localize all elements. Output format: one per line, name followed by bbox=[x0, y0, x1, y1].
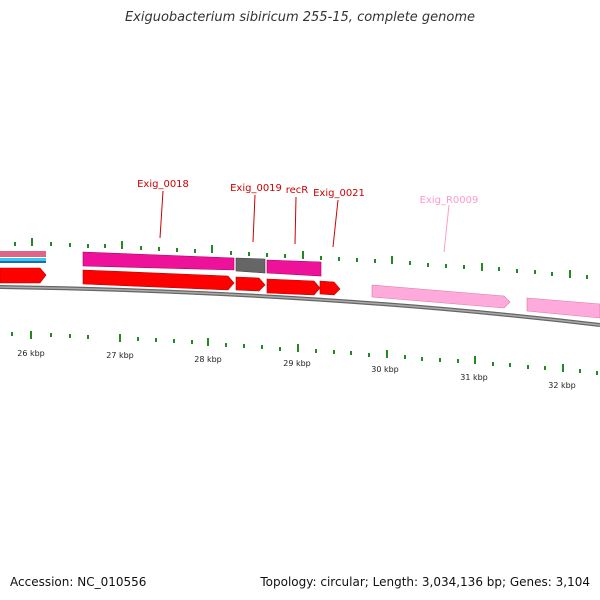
feature-block-cyan[interactable] bbox=[0, 258, 46, 261]
gene-exig-0018[interactable] bbox=[82, 251, 235, 271]
cds-arrow-left[interactable] bbox=[0, 267, 47, 284]
gene-exig-0019[interactable] bbox=[235, 257, 266, 274]
accession-text: Accession: NC_010556 bbox=[10, 575, 147, 589]
genome-info-text: Topology: circular; Length: 3,034,136 bp… bbox=[260, 575, 590, 589]
scale-label-32kbp: 32 kbp bbox=[548, 381, 576, 390]
label-exig-0021[interactable]: Exig_0021 bbox=[313, 188, 365, 199]
scale-label-29kbp: 29 kbp bbox=[283, 359, 311, 368]
leader-exig-0019 bbox=[252, 194, 256, 243]
genome-title: Exiguobacterium sibiricum 255-15, comple… bbox=[124, 10, 476, 25]
leader-recR bbox=[294, 196, 297, 245]
inner-tick-ring bbox=[11, 331, 598, 375]
scale-label-31kbp: 31 kbp bbox=[460, 373, 488, 382]
label-exig-0018[interactable]: Exig_0018 bbox=[137, 179, 189, 190]
cds-arrow-recR[interactable] bbox=[266, 278, 321, 296]
rna-arrow-exig-r0009[interactable] bbox=[371, 284, 511, 309]
outer-tick-ring bbox=[14, 238, 588, 279]
leader-exig-r0009 bbox=[443, 204, 450, 253]
cds-arrow-exig-0021[interactable] bbox=[319, 280, 341, 296]
rna-arrow-right[interactable] bbox=[526, 297, 600, 319]
cds-arrow-exig-0019[interactable] bbox=[235, 276, 266, 292]
gene-recR[interactable] bbox=[266, 259, 322, 277]
genome-backbone-highlight bbox=[0, 286, 600, 326]
cds-track bbox=[0, 267, 341, 296]
label-exig-0019[interactable]: Exig_0019 bbox=[230, 183, 282, 194]
cds-arrow-exig-0018[interactable] bbox=[82, 269, 235, 291]
label-exig-r0009[interactable]: Exig_R0009 bbox=[420, 195, 479, 206]
scale-label-26kbp: 26 kbp bbox=[17, 349, 45, 358]
feature-block-pink[interactable] bbox=[0, 251, 46, 257]
gene-track bbox=[82, 251, 322, 277]
scale-label-27kbp: 27 kbp bbox=[106, 351, 134, 360]
left-edge-features bbox=[0, 251, 46, 263]
rna-track bbox=[371, 284, 600, 319]
leader-exig-0018 bbox=[159, 190, 164, 239]
scale-label-28kbp: 28 kbp bbox=[194, 355, 222, 364]
feature-block-blue[interactable] bbox=[0, 261, 46, 263]
label-recR[interactable]: recR bbox=[286, 185, 309, 196]
leader-exig-0021 bbox=[332, 199, 339, 248]
scale-label-30kbp: 30 kbp bbox=[371, 365, 399, 374]
